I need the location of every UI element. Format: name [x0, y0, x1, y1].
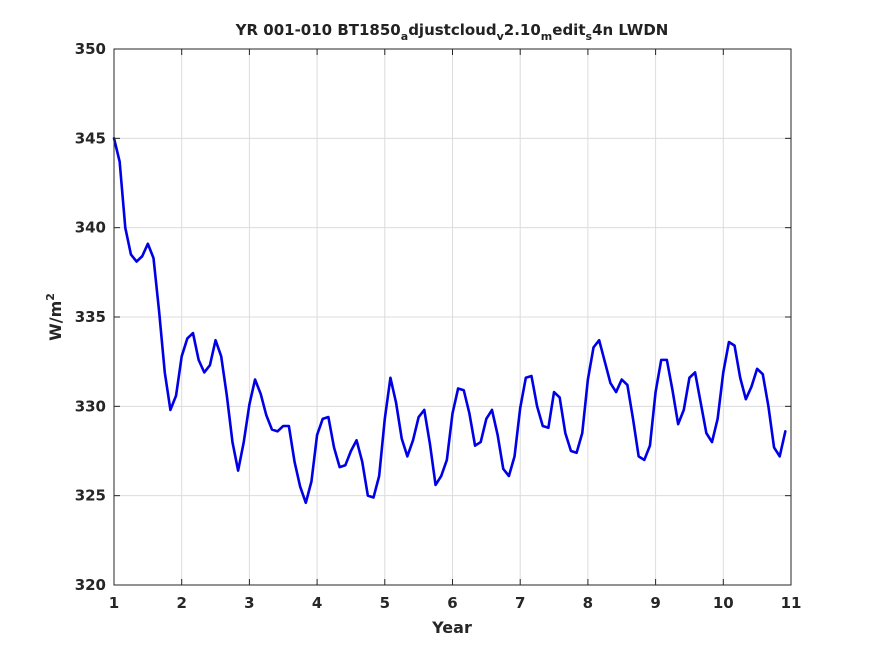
y-label-superscript: 2	[44, 293, 57, 301]
tick-marks	[113, 48, 792, 586]
y-label-base: W/m	[46, 301, 65, 341]
x-tick-labels: 1 2 3 4 5 6 7 8 9 10 11	[109, 594, 802, 612]
x-tick-label: 2	[176, 594, 186, 612]
x-tick-label: 9	[650, 594, 660, 612]
y-tick-label: 335	[75, 308, 106, 326]
title-subscript: a	[401, 30, 408, 43]
x-tick-label: 11	[781, 594, 802, 612]
series-layer	[112, 137, 787, 505]
y-tick-label: 340	[75, 219, 106, 237]
y-tick-label: 345	[75, 129, 106, 147]
x-tick-label: 4	[312, 594, 322, 612]
x-tick-label: 1	[109, 594, 119, 612]
title-segment: YR 001-010 BT1850	[235, 21, 401, 39]
title-segment: djustcloud	[408, 21, 496, 39]
title-subscript: s	[586, 30, 593, 43]
grid-lines	[113, 48, 792, 586]
title-segment: 4n LWDN	[592, 21, 668, 39]
title-segment: edit	[552, 21, 585, 39]
x-tick-label: 8	[583, 594, 593, 612]
x-tick-label: 7	[515, 594, 525, 612]
y-tick-label: 320	[75, 576, 106, 594]
y-tick-label: 350	[75, 40, 106, 58]
series-line	[112, 137, 787, 505]
y-tick-labels: 320 325 330 335 340 345 350	[75, 40, 106, 594]
y-tick-label: 330	[75, 397, 106, 415]
x-tick-label: 10	[713, 594, 734, 612]
x-axis-label: Year	[431, 618, 472, 637]
y-tick-label: 325	[75, 487, 106, 505]
title-subscript: v	[497, 30, 505, 43]
x-tick-label: 6	[447, 594, 457, 612]
title-subscript: m	[541, 30, 552, 43]
y-axis-label: W/m2	[44, 293, 65, 341]
title-segment: 2.10	[504, 21, 541, 39]
x-tick-label: 3	[244, 594, 254, 612]
x-tick-label: 5	[380, 594, 390, 612]
chart-title: YR 001-010 BT1850adjustcloudv2.10medits4…	[235, 21, 669, 43]
